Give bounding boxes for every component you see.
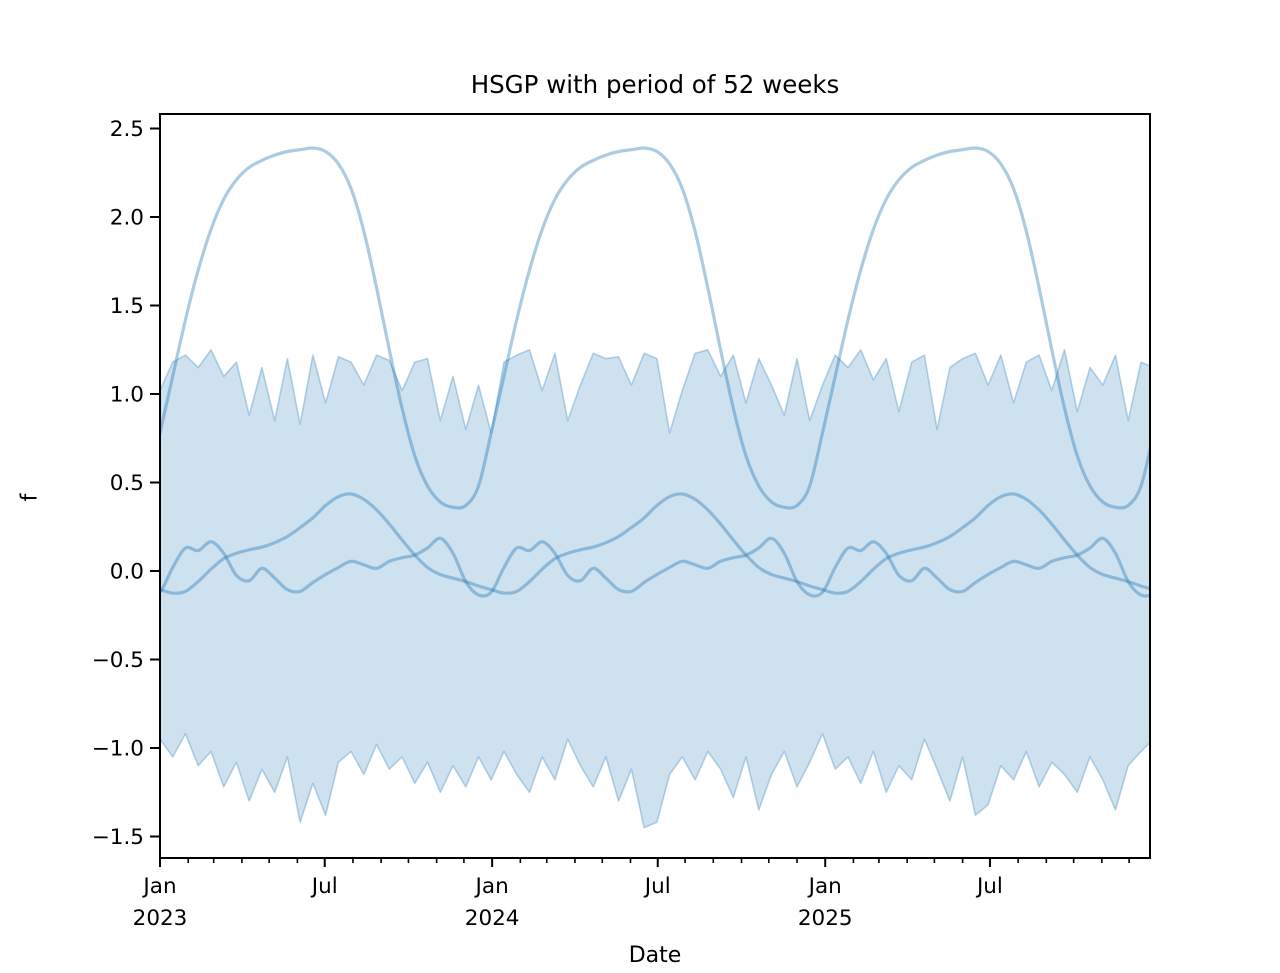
- x-tick-label-month: Jan: [807, 874, 842, 899]
- x-tick-label-year: 2024: [465, 906, 520, 931]
- y-tick-label: 2.5: [110, 117, 144, 142]
- axes-spines: [159, 113, 1151, 859]
- y-axis-ticks: 2.5 2.0 1.5 1.0 0.5 0.0 −0.5 −1.0 −1.5: [92, 117, 160, 850]
- y-tick-label: 0.5: [110, 471, 144, 496]
- gp-sample-medium-annual: [160, 492, 1150, 595]
- y-tick-label: 2.0: [110, 206, 144, 231]
- x-tick-label-month: Jul: [310, 874, 338, 899]
- y-tick-label: −1.0: [92, 737, 144, 762]
- x-tick-label-month: Jul: [643, 874, 671, 899]
- gp-sample-small-wiggly: [160, 536, 1150, 598]
- x-tick-label-month: Jul: [975, 874, 1003, 899]
- chart-title: HSGP with period of 52 weeks: [470, 70, 840, 99]
- y-tick-label: 1.5: [110, 294, 144, 319]
- x-tick-label-month: Jan: [141, 874, 176, 899]
- y-tick-label: 1.0: [110, 383, 144, 408]
- x-tick-label-month: Jan: [474, 874, 509, 899]
- x-tick-label-year: 2025: [798, 906, 853, 931]
- y-tick-label: −0.5: [92, 648, 144, 673]
- uncertainty-band: [160, 349, 1150, 829]
- y-tick-label: −1.5: [92, 825, 144, 850]
- x-tick-label-year: 2023: [133, 906, 188, 931]
- y-tick-label: 0.0: [110, 560, 144, 585]
- gp-sample-large-amplitude: [160, 146, 1150, 510]
- x-axis-ticks: Jan 2023 Jul Jan 2024 Jul Jan 2025 Jul: [133, 858, 1130, 931]
- plot-data-layer: [160, 146, 1150, 829]
